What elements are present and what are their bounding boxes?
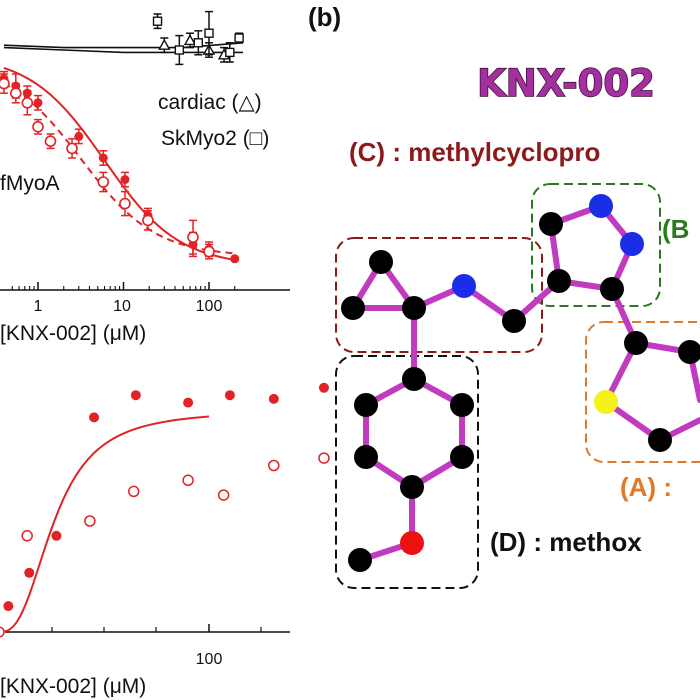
- data-point-pfmyoa-open: [0, 77, 10, 90]
- fit-line-square: [3, 42, 244, 49]
- data-point-filled: [89, 412, 100, 423]
- data-point-pfmyoa-filled: [230, 254, 240, 264]
- data-point-pfmyoa-filled: [33, 98, 43, 108]
- data-point-pfmyoa-open: [119, 197, 131, 210]
- x-tick-label-100: 100: [196, 651, 223, 668]
- molecule-panel: (b) KNX-002 (C) : methylcyclopro (B (A) …: [308, 2, 700, 589]
- data-point-open: [217, 489, 230, 501]
- fit-curve-pfmyoa-dashed: [3, 82, 235, 255]
- data-point-pfmyoa-open: [97, 176, 110, 188]
- atom-c: [369, 250, 393, 274]
- x-axis-ticks: [11, 282, 236, 290]
- atom-c: [502, 309, 526, 333]
- group-box-c: [335, 237, 543, 353]
- data-point-open: [182, 474, 194, 487]
- panel-b-label: (b): [308, 2, 341, 32]
- data-point-skmyo2: [204, 28, 214, 38]
- data-point-skmyo2: [193, 38, 204, 48]
- data-point-skmyo2: [174, 45, 185, 55]
- data-point-pfmyoa-filled: [98, 153, 108, 163]
- x-tick-label-10: 10: [113, 298, 131, 315]
- data-point-filled: [130, 390, 141, 401]
- fit-curve: [0, 415, 210, 633]
- data-point-pfmyoa-open: [44, 135, 57, 147]
- data-point-open: [128, 485, 140, 498]
- atom-c: [648, 428, 672, 452]
- atom-c: [450, 393, 474, 417]
- atom-c: [547, 269, 571, 293]
- data-point-pfmyoa-open: [203, 245, 215, 258]
- fit-curve-pfmyoa-solid: [3, 66, 235, 261]
- atom-n: [452, 274, 476, 298]
- atom-c: [400, 475, 424, 499]
- data-point-skmyo2: [152, 16, 163, 26]
- group-box-a: [585, 321, 700, 463]
- atom-c: [348, 548, 372, 572]
- x-axis-title: [KNX-002] (μM): [0, 322, 146, 345]
- data-point-pfmyoa-open: [142, 214, 154, 227]
- atom-c: [341, 296, 365, 320]
- data-point-pfmyoa-open: [21, 97, 34, 109]
- data-point-filled: [224, 390, 235, 401]
- data-points: [0, 10, 244, 264]
- x-axis-title: [KNX-002] (μM): [0, 675, 146, 698]
- data-point-pfmyoa-filled: [120, 175, 130, 185]
- data-point-filled: [24, 567, 35, 578]
- atom-c: [600, 277, 624, 301]
- legend-cardiac: cardiac (△): [158, 91, 262, 114]
- atom-c: [354, 393, 378, 417]
- data-point-pfmyoa-open: [187, 231, 199, 243]
- data-point-open: [21, 530, 33, 542]
- data-point-filled: [3, 601, 14, 612]
- atom-c: [539, 212, 563, 236]
- data-point-filled: [183, 397, 194, 408]
- atom-s: [594, 390, 618, 414]
- atom-c: [624, 331, 648, 355]
- data-point-pfmyoa-open: [10, 87, 22, 99]
- data-point-cardiac: [158, 38, 171, 50]
- data-point-open: [84, 515, 96, 527]
- data-point-filled: [51, 530, 62, 541]
- group-box-d: [335, 355, 479, 589]
- atom-o: [400, 531, 424, 555]
- legend-skmyo2: SkMyo2 (□): [161, 127, 269, 150]
- group-label-b: (B: [662, 214, 689, 244]
- fit-curve: [0, 415, 210, 633]
- x-tick-label-1: 1: [34, 298, 43, 315]
- data-point-cardiac: [183, 33, 197, 46]
- atom-c: [678, 340, 700, 364]
- atom-c: [402, 296, 426, 320]
- atom-n: [589, 194, 613, 218]
- data-point-filled: [268, 393, 279, 404]
- data-point-pfmyoa-open: [66, 142, 78, 155]
- data-point-open: [268, 459, 280, 472]
- data-point-pfmyoa-open: [32, 121, 44, 133]
- data-point-skmyo2: [225, 47, 235, 58]
- chart-bottom: 100 [KNX-002] (μM): [0, 382, 330, 698]
- fit-line-triangle: [3, 46, 244, 54]
- group-label-a: (A) :: [620, 472, 672, 502]
- fit-curves: [3, 42, 244, 261]
- chart-top: 1 10 100 [KNX-002] (μM) cardiac (△) SkMy…: [0, 10, 290, 345]
- atom-c: [402, 367, 426, 391]
- data-point-pfmyoa-filled: [74, 131, 84, 141]
- x-tick-label-100: 100: [196, 298, 223, 315]
- data-points: [0, 382, 330, 638]
- data-point-open: [0, 626, 5, 638]
- group-label-c: (C) : methylcyclopro: [349, 137, 600, 167]
- group-box-b: [531, 183, 661, 307]
- atom-c: [354, 445, 378, 469]
- group-label-d: (D) : methox: [490, 527, 642, 557]
- series-label-pfmyoa: fMyoA: [0, 172, 60, 195]
- data-point-skmyo2: [234, 33, 244, 43]
- atom-c: [450, 445, 474, 469]
- molecule-atoms: [341, 194, 700, 572]
- data-point-open: [318, 452, 330, 464]
- data-point-filled: [318, 382, 329, 393]
- atom-n: [620, 232, 644, 256]
- molecule-title: KNX-002: [477, 62, 655, 105]
